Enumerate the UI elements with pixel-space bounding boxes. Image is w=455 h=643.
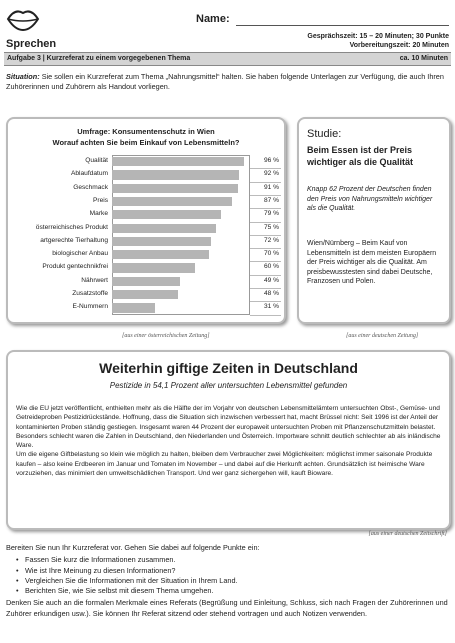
category-label: Ablaufdatum xyxy=(70,170,108,178)
bar xyxy=(112,170,239,180)
point: • Wie ist Ihre Meinung zu diesen Informat… xyxy=(16,566,451,576)
article-paragraph: Wie die EU jetzt veröffentlicht, enthiel… xyxy=(16,405,440,431)
article-paragraph: Um die eigene Giftbelastung so klein wie… xyxy=(16,451,433,478)
bullet: • xyxy=(16,586,19,596)
value-label: 70 % xyxy=(263,250,279,258)
study-lead: Knapp 62 Prozent der Deutschen finden de… xyxy=(307,186,433,212)
value-label: 48 % xyxy=(263,290,279,297)
row-line xyxy=(250,274,281,276)
category-label: biologischer Anbau xyxy=(52,250,108,258)
section-title: Sprechen xyxy=(6,38,57,50)
bar xyxy=(112,196,233,207)
bar xyxy=(112,223,216,233)
bullet: • xyxy=(16,565,19,575)
point: • Berichten Sie, wie Sie selbst mit diese… xyxy=(16,586,451,596)
category-label: E-Nummern xyxy=(72,303,108,311)
study-text: Wien/Nürnberg – Beim Kauf von Lebensmitt… xyxy=(307,240,437,285)
instructions-closing: Denken Sie auch an die formalen Merkmale… xyxy=(6,598,448,618)
situation: Situation: Sie sollen ein Kurzreferat zu… xyxy=(6,72,449,92)
category-label: Geschmack xyxy=(73,183,108,191)
name-line xyxy=(236,25,449,26)
task: Aufgabe 3 | Kurzreferat zu einem vorgege… xyxy=(7,55,191,62)
time: Gesprächszeit: 15 – 20 Minuten; 30 Punkt… xyxy=(307,33,449,40)
category-label: Qualität xyxy=(85,157,108,164)
time-info: Gesprächszeit: 15 – 20 Minuten; 30 Punkt… xyxy=(307,32,449,50)
bar xyxy=(112,157,245,167)
value-label: 91 % xyxy=(263,183,279,191)
study-label: Studie: xyxy=(307,128,342,140)
value-label: 60 % xyxy=(263,263,279,271)
article-source: [aus einer deutschen Zeitschrift] xyxy=(368,531,448,537)
study-headline: Beim Essen ist der Preis wichtiger als d… xyxy=(307,145,414,167)
category-label: österreichisches Produkt xyxy=(35,223,108,231)
category-label: Produkt gentechnikfrei xyxy=(42,263,108,271)
study-source: [aus einer deutschen Zeitung] xyxy=(346,333,419,339)
point-text: Fassen Sie kurz die Informationen zusamm… xyxy=(25,555,176,565)
point: • Fassen Sie kurz die Informationen zusam… xyxy=(16,555,451,565)
row-line xyxy=(250,181,281,183)
value-label: 79 % xyxy=(263,210,279,218)
lips-icon xyxy=(6,10,40,32)
bar xyxy=(112,183,238,193)
value-label: 49 % xyxy=(263,276,279,284)
article-title: Weiterhin giftige Zeiten in Deutschland xyxy=(99,360,358,376)
row-line xyxy=(250,288,281,289)
row-line xyxy=(250,208,281,210)
value-label: 87 % xyxy=(263,196,279,204)
value-label: 92 % xyxy=(263,170,279,178)
article-body: Wie die EU jetzt veröffentlicht, enthiel… xyxy=(16,404,442,478)
chart-frame xyxy=(112,155,250,315)
bar xyxy=(112,263,195,273)
row-line xyxy=(250,234,281,236)
point-text: Vergleichen Sie die Informationen mit de… xyxy=(25,575,238,585)
instructions-intro: Bereiten Sie nun Ihr Kurzreferat vor. Ge… xyxy=(6,543,260,552)
instructions: Bereiten Sie nun Ihr Kurzreferat vor. Ge… xyxy=(6,543,451,619)
row-line xyxy=(250,168,281,170)
row-line xyxy=(250,301,281,303)
bullet: • xyxy=(16,555,19,565)
value-label: 72 % xyxy=(263,236,279,244)
points-list: • Fassen Sie kurz die Informationen zusam… xyxy=(16,555,451,596)
row-line xyxy=(250,221,281,223)
category-label: Nährwert xyxy=(81,276,108,284)
row-line xyxy=(250,314,281,316)
point-text: Wie ist Ihre Meinung zu diesen Informati… xyxy=(25,565,176,575)
article-box: Weiterhin giftige Zeiten in Deutschland … xyxy=(6,350,451,530)
bar xyxy=(112,236,212,247)
bar xyxy=(112,303,155,313)
row-line xyxy=(250,194,281,196)
bar xyxy=(112,290,179,300)
bullet: • xyxy=(16,575,19,585)
article-paragraph: Besonders schlecht waren die Zahlen in D… xyxy=(16,432,441,450)
survey-box: Umfrage: Konsumentenschutz in Wien Worau… xyxy=(6,117,286,324)
situation-text: Sie sollen ein Kurzreferat zum Thema „Na… xyxy=(6,72,444,91)
bar xyxy=(112,210,222,220)
task-bar: Aufgabe 3 | Kurzreferat zu einem vorgege… xyxy=(4,52,451,66)
point-text: Berichten Sie, wie Sie selbst mit diesem… xyxy=(25,586,214,596)
bar xyxy=(112,250,209,260)
name-label: Name: xyxy=(196,13,230,25)
duration: ca. 10 Minuten xyxy=(399,55,448,62)
study-box: Studie: Beim Essen ist der Preis wichtig… xyxy=(297,117,451,324)
survey-source: [aus einer österreichischen Zeitung] xyxy=(122,333,210,339)
row-line xyxy=(250,261,281,263)
category-label: Zusatzstoffe xyxy=(72,290,108,297)
row-line xyxy=(250,248,281,250)
survey-subtitle: Worauf achten Sie beim Einkauf von Leben… xyxy=(52,138,240,147)
survey-title: Umfrage: Konsumentenschutz in Wien xyxy=(77,127,215,136)
value-label: 75 % xyxy=(263,223,279,231)
article-subtitle: Pestizide in 54,1 Prozent aller untersuc… xyxy=(109,381,348,390)
value-label: 96 % xyxy=(263,157,279,164)
point: • Vergleichen Sie die Informationen mit d… xyxy=(16,576,451,586)
category-label: artgerechte Tierhaltung xyxy=(40,236,108,244)
bar xyxy=(112,276,180,286)
category-label: Preis xyxy=(92,196,108,204)
situation-label: Situation: xyxy=(6,72,40,81)
value-label: 31 % xyxy=(263,303,279,311)
prep-time: Vorbereitungszeit: 20 Minuten xyxy=(349,42,449,49)
category-label: Marke xyxy=(89,210,108,218)
